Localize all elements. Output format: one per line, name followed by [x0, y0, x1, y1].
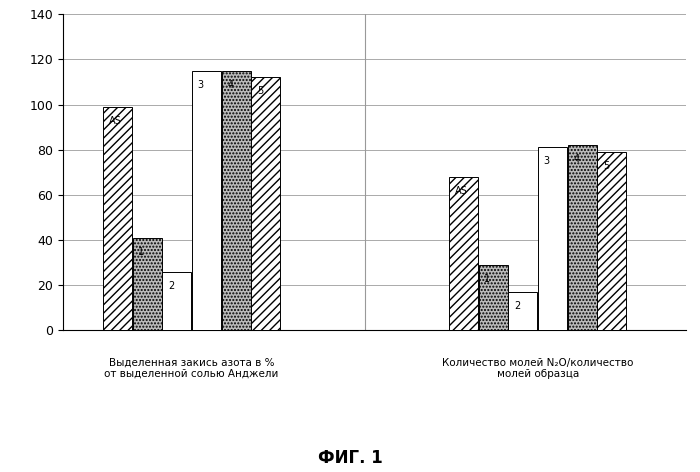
Bar	[449, 177, 478, 330]
Bar	[162, 272, 191, 330]
Text: 3: 3	[197, 80, 204, 90]
Text: 1: 1	[138, 247, 144, 257]
Text: Количество молей N₂O/количество
молей образца: Количество молей N₂O/количество молей об…	[442, 357, 634, 379]
Bar	[221, 71, 251, 330]
Text: AS: AS	[454, 186, 468, 196]
Bar	[251, 77, 280, 330]
Text: Выделенная закись азота в %
от выделенной солью Анджели: Выделенная закись азота в % от выделенно…	[104, 357, 279, 379]
Bar	[192, 71, 221, 330]
Text: 3: 3	[544, 157, 550, 167]
Bar	[508, 292, 538, 330]
Text: AS: AS	[108, 116, 121, 126]
Text: ФИГ. 1: ФИГ. 1	[318, 449, 382, 467]
Bar	[538, 147, 567, 330]
Text: 2: 2	[168, 281, 174, 291]
Text: 4: 4	[228, 80, 233, 90]
Bar	[568, 145, 596, 330]
Text: 5: 5	[603, 161, 609, 171]
Text: 4: 4	[573, 154, 580, 164]
Bar	[132, 238, 162, 330]
Bar	[479, 265, 507, 330]
Text: 5: 5	[257, 86, 263, 96]
Text: 1: 1	[484, 274, 491, 284]
Bar	[103, 107, 132, 330]
Text: 2: 2	[514, 301, 520, 311]
Bar	[597, 152, 626, 330]
